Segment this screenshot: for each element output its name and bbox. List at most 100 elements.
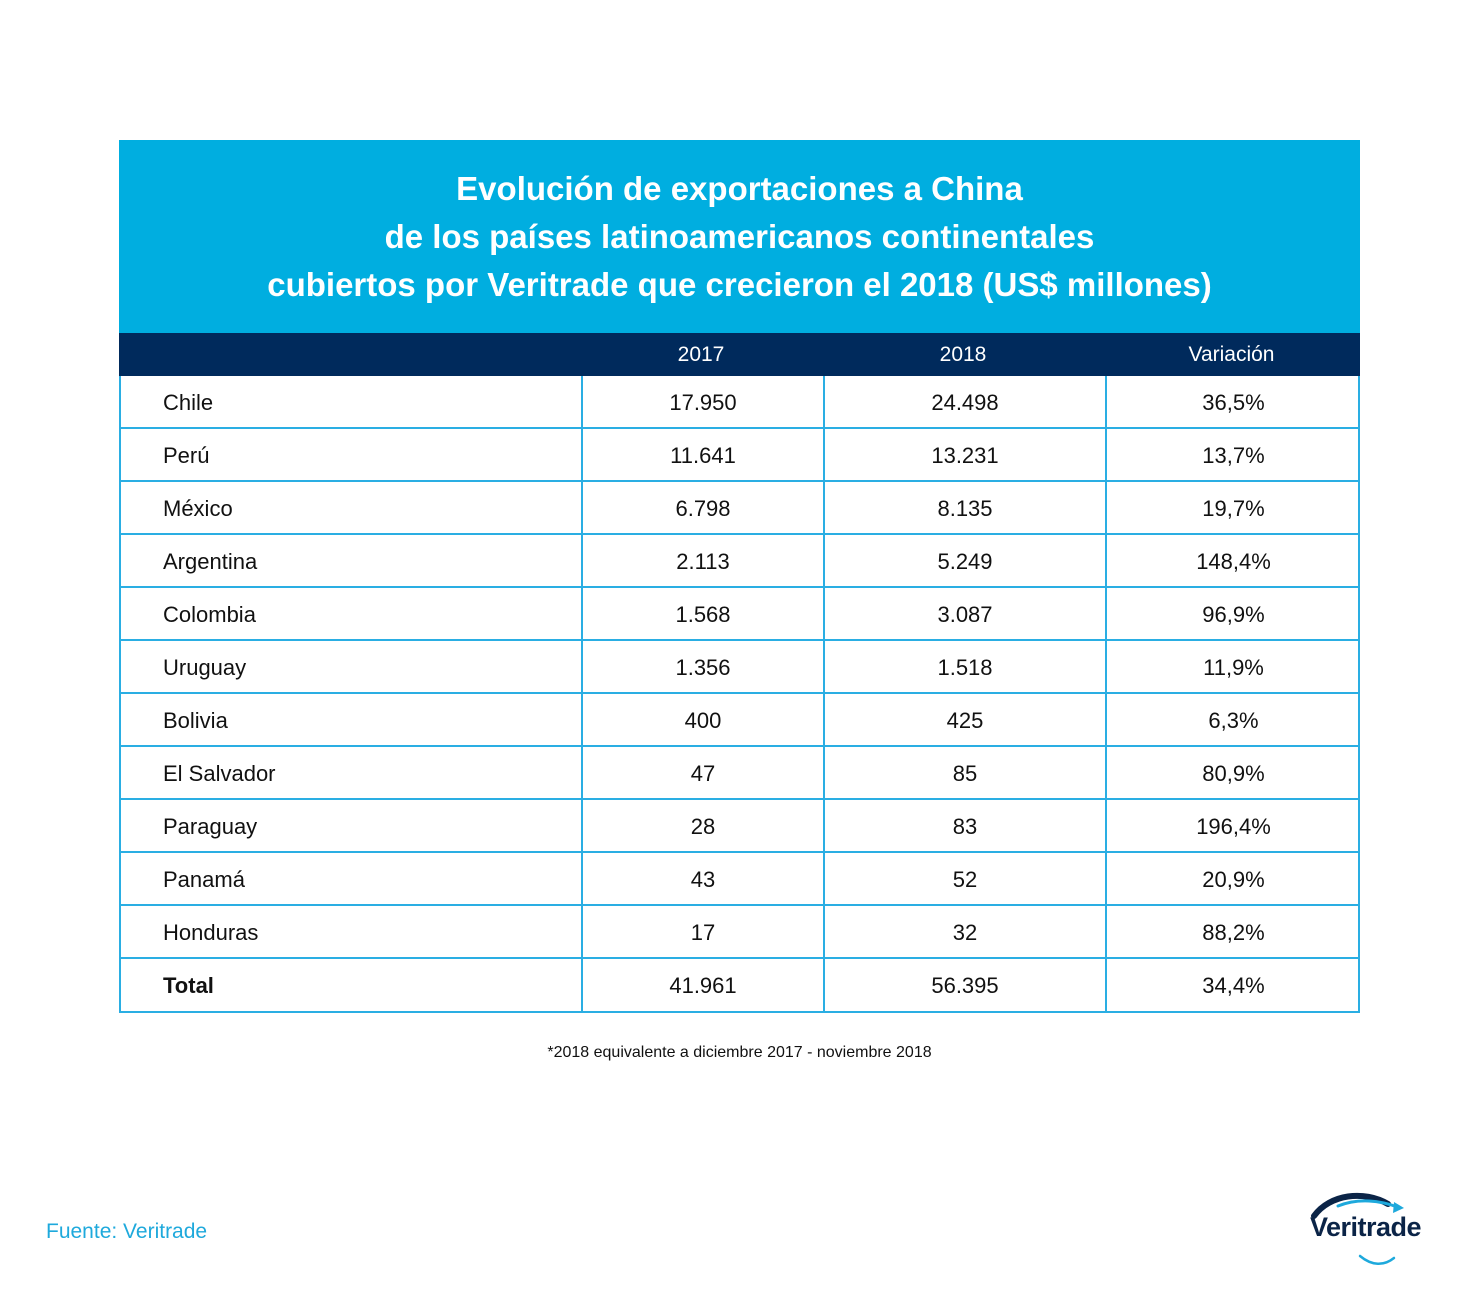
value-2017-cell: 6.798 <box>675 496 731 521</box>
table-row: Honduras 17 32 88,2% <box>121 906 1358 959</box>
variation-cell: 11,9% <box>1203 655 1264 680</box>
value-2018-cell: 85 <box>952 761 978 786</box>
column-divider <box>1105 800 1107 851</box>
variation-cell: 20,9% <box>1202 867 1265 892</box>
variation-cell: 196,4% <box>1196 814 1271 839</box>
variation-cell: 19,7% <box>1202 496 1265 521</box>
value-2017-cell: 2.113 <box>676 549 730 574</box>
column-divider <box>823 959 825 1012</box>
column-divider <box>823 641 825 692</box>
column-divider <box>581 853 583 904</box>
column-divider <box>1105 376 1107 427</box>
value-2017-cell: 41.961 <box>669 973 737 998</box>
variation-cell: 88,2% <box>1202 920 1265 945</box>
value-2017-cell: 17 <box>690 920 716 945</box>
column-divider <box>581 694 583 745</box>
column-divider <box>581 535 583 586</box>
column-divider <box>581 376 583 427</box>
column-divider <box>581 588 583 639</box>
table-row: El Salvador 47 85 80,9% <box>121 747 1358 800</box>
table-row: Bolivia 400 425 6,3% <box>121 694 1358 747</box>
table-header: 2017 2018 Variación <box>119 333 1360 376</box>
column-divider <box>823 800 825 851</box>
column-header-2017: 2017 <box>677 343 725 366</box>
column-divider <box>823 853 825 904</box>
table-row: Uruguay 1.356 1.518 11,9% <box>121 641 1358 694</box>
logo-text: Veritrade <box>1310 1212 1422 1242</box>
country-cell: Colombia <box>163 602 256 627</box>
column-divider <box>1105 906 1107 957</box>
variation-cell: 6,3% <box>1208 708 1259 733</box>
veritrade-logo: Veritrade <box>1308 1190 1430 1270</box>
country-cell: Uruguay <box>163 655 247 680</box>
country-cell: México <box>163 496 233 521</box>
column-divider <box>823 747 825 798</box>
variation-cell: 36,5% <box>1202 390 1265 415</box>
value-2017-cell: 400 <box>684 708 722 733</box>
value-2017-cell: 17.950 <box>669 390 737 415</box>
value-2017-cell: 47 <box>690 761 716 786</box>
value-2017-cell: 28 <box>690 814 716 839</box>
value-2018-cell: 32 <box>952 920 978 945</box>
column-divider <box>581 482 583 533</box>
column-divider <box>1105 853 1107 904</box>
column-divider <box>1105 588 1107 639</box>
chart-title: Evolución de exportaciones a China de lo… <box>119 140 1360 333</box>
column-divider <box>823 906 825 957</box>
variation-cell: 80,9% <box>1202 761 1265 786</box>
value-2018-cell: 3.087 <box>937 602 993 627</box>
column-divider <box>1105 482 1107 533</box>
country-cell: Paraguay <box>163 814 258 839</box>
footnote: *2018 equivalente a diciembre 2017 - nov… <box>547 1044 932 1061</box>
value-2018-cell: 56.395 <box>931 973 999 998</box>
column-header-2018: 2018 <box>939 343 987 366</box>
value-2018-cell: 5.249 <box>937 549 993 574</box>
variation-cell: 96,9% <box>1202 602 1265 627</box>
column-divider <box>823 429 825 480</box>
table-row: Perú 11.641 13.231 13,7% <box>121 429 1358 482</box>
column-divider <box>1105 747 1107 798</box>
title-line: de los países latinoamericanos continent… <box>384 217 1095 255</box>
table-row: Chile 17.950 24.498 36,5% <box>121 376 1358 429</box>
data-table: Chile 17.950 24.498 36,5% Perú 11.641 13.231 13… <box>119 376 1360 1013</box>
country-cell: Total <box>163 973 214 998</box>
column-divider <box>823 588 825 639</box>
country-cell: Chile <box>163 390 214 415</box>
variation-cell: 13,7% <box>1202 443 1265 468</box>
value-2018-cell: 1.518 <box>937 655 993 680</box>
country-cell: Bolivia <box>163 708 228 733</box>
table-row: Colombia 1.568 3.087 96,9% <box>121 588 1358 641</box>
variation-cell: 148,4% <box>1196 549 1271 574</box>
value-2017-cell: 11.641 <box>670 443 736 468</box>
title-line: cubiertos por Veritrade que crecieron el… <box>267 265 1212 303</box>
column-divider <box>581 641 583 692</box>
value-2018-cell: 425 <box>946 708 984 733</box>
column-divider <box>581 906 583 957</box>
value-2017-cell: 43 <box>690 867 716 892</box>
value-2018-cell: 13.231 <box>931 443 999 468</box>
source-label: Fuente: Veritrade <box>46 1220 208 1243</box>
title-line: Evolución de exportaciones a China <box>456 169 1023 207</box>
table-row: México 6.798 8.135 19,7% <box>121 482 1358 535</box>
column-divider <box>1105 694 1107 745</box>
column-divider <box>581 429 583 480</box>
table-row: Paraguay 28 83 196,4% <box>121 800 1358 853</box>
column-divider <box>1105 641 1107 692</box>
variation-cell: 34,4% <box>1202 973 1265 998</box>
column-divider <box>823 482 825 533</box>
table-row: Panamá 43 52 20,9% <box>121 853 1358 906</box>
country-cell: Honduras <box>163 920 259 945</box>
column-divider <box>581 747 583 798</box>
value-2017-cell: 1.568 <box>675 602 731 627</box>
value-2018-cell: 8.135 <box>937 496 993 521</box>
country-cell: El Salvador <box>163 761 276 786</box>
value-2018-cell: 52 <box>952 867 978 892</box>
country-cell: Argentina <box>163 549 258 574</box>
total-row: Total 41.961 56.395 34,4% <box>121 959 1358 1012</box>
column-header-country <box>119 333 581 376</box>
column-divider <box>823 376 825 427</box>
country-cell: Panamá <box>163 867 245 892</box>
value-2018-cell: 83 <box>952 814 978 839</box>
column-divider <box>581 800 583 851</box>
column-divider <box>823 694 825 745</box>
